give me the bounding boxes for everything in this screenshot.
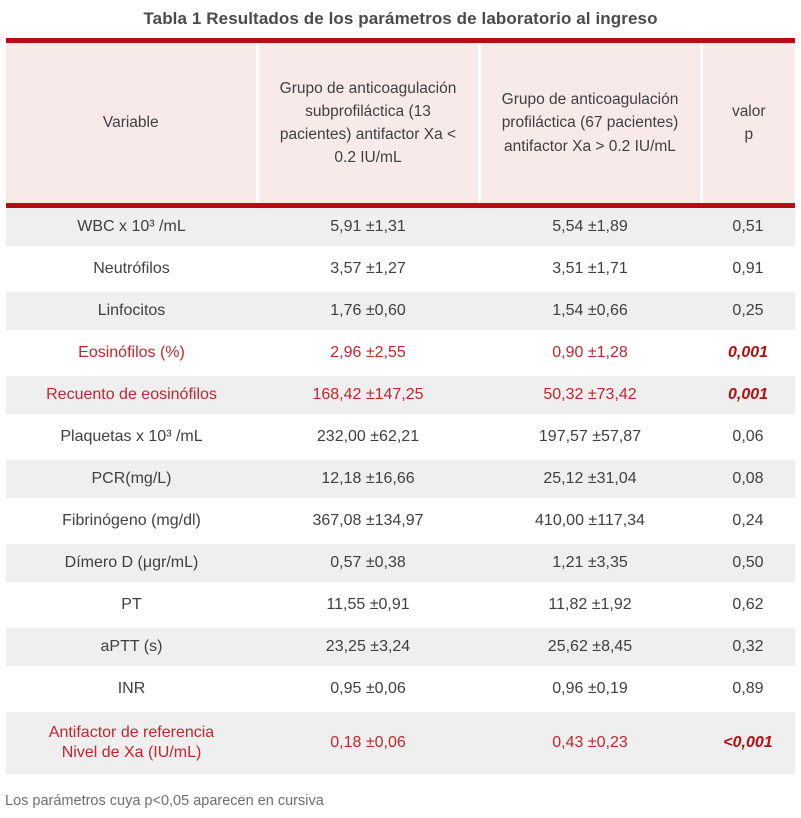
cell-p-value: 0,08 bbox=[701, 455, 795, 501]
cell-prophylactic-value: 0,90 ±1,28 bbox=[479, 329, 701, 375]
table-row: aPTT (s) 23,25 ±3,24 25,62 ±8,45 0,32 bbox=[6, 623, 795, 669]
cell-prophylactic-value: 3,51 ±1,71 bbox=[479, 245, 701, 291]
cell-p-value: 0,32 bbox=[701, 623, 795, 669]
cell-variable: Fibrinógeno (mg/dl) bbox=[6, 497, 257, 543]
table-row-significant: Antifactor de referencia Nivel de Xa (IU… bbox=[6, 707, 795, 777]
cell-subprophylactic-value: 367,08 ±134,97 bbox=[257, 497, 479, 543]
cell-variable: Plaquetas x 10³ /mL bbox=[6, 413, 257, 459]
table-row: Dímero D (μgr/mL) 0,57 ±0,38 1,21 ±3,35 … bbox=[6, 539, 795, 585]
cell-p-value: 0,50 bbox=[701, 539, 795, 585]
table-row: Linfocitos 1,76 ±0,60 1,54 ±0,66 0,25 bbox=[6, 287, 795, 333]
cell-subprophylactic-value: 232,00 ±62,21 bbox=[257, 413, 479, 459]
table-row: INR 0,95 ±0,06 0,96 ±0,19 0,89 bbox=[6, 665, 795, 711]
column-header-prophylactic-group: Grupo de anticoagulación profiláctica (6… bbox=[477, 38, 701, 208]
cell-p-value: 0,25 bbox=[701, 287, 795, 333]
cell-subprophylactic-value: 0,95 ±0,06 bbox=[257, 665, 479, 711]
cell-subprophylactic-value: 168,42 ±147,25 bbox=[257, 371, 479, 417]
cell-variable: Dímero D (μgr/mL) bbox=[6, 539, 257, 585]
lab-results-table: Variable Grupo de anticoagulación subpro… bbox=[6, 38, 795, 777]
cell-variable: PT bbox=[6, 581, 257, 627]
table-header: Variable Grupo de anticoagulación subpro… bbox=[6, 38, 795, 208]
cell-p-value: 0,89 bbox=[701, 665, 795, 711]
cell-variable: PCR(mg/L) bbox=[6, 455, 257, 501]
cell-subprophylactic-value: 5,91 ±1,31 bbox=[257, 203, 479, 249]
cell-variable: Antifactor de referencia Nivel de Xa (IU… bbox=[6, 707, 257, 777]
cell-prophylactic-value: 0,43 ±0,23 bbox=[479, 707, 701, 777]
table-row: Plaquetas x 10³ /mL 232,00 ±62,21 197,57… bbox=[6, 413, 795, 459]
table-row: PCR(mg/L) 12,18 ±16,66 25,12 ±31,04 0,08 bbox=[6, 455, 795, 501]
cell-subprophylactic-value: 23,25 ±3,24 bbox=[257, 623, 479, 669]
cell-variable: Eosinófilos (%) bbox=[6, 329, 257, 375]
cell-prophylactic-value: 1,54 ±0,66 bbox=[479, 287, 701, 333]
cell-prophylactic-value: 25,12 ±31,04 bbox=[479, 455, 701, 501]
cell-subprophylactic-value: 0,57 ±0,38 bbox=[257, 539, 479, 585]
cell-p-value: 0,001 bbox=[701, 371, 795, 417]
cell-p-value: 0,51 bbox=[701, 203, 795, 249]
cell-prophylactic-value: 25,62 ±8,45 bbox=[479, 623, 701, 669]
cell-variable: WBC x 10³ /mL bbox=[6, 203, 257, 249]
cell-prophylactic-value: 410,00 ±117,34 bbox=[479, 497, 701, 543]
table-row: Fibrinógeno (mg/dl) 367,08 ±134,97 410,0… bbox=[6, 497, 795, 543]
column-header-variable: Variable bbox=[6, 38, 257, 208]
cell-subprophylactic-value: 11,55 ±0,91 bbox=[257, 581, 479, 627]
cell-prophylactic-value: 5,54 ±1,89 bbox=[479, 203, 701, 249]
cell-variable: Linfocitos bbox=[6, 287, 257, 333]
cell-prophylactic-value: 1,21 ±3,35 bbox=[479, 539, 701, 585]
header-row: Variable Grupo de anticoagulación subpro… bbox=[6, 38, 795, 208]
table-row-significant: Recuento de eosinófilos 168,42 ±147,25 5… bbox=[6, 371, 795, 417]
cell-prophylactic-value: 197,57 ±57,87 bbox=[479, 413, 701, 459]
cell-subprophylactic-value: 3,57 ±1,27 bbox=[257, 245, 479, 291]
cell-p-value: <0,001 bbox=[701, 707, 795, 777]
cell-variable: INR bbox=[6, 665, 257, 711]
cell-subprophylactic-value: 0,18 ±0,06 bbox=[257, 707, 479, 777]
cell-subprophylactic-value: 1,76 ±0,60 bbox=[257, 287, 479, 333]
table-footnote: Los parámetros cuya p<0,05 aparecen en c… bbox=[5, 793, 324, 809]
cell-variable: Neutrófilos bbox=[6, 245, 257, 291]
cell-prophylactic-value: 11,82 ±1,92 bbox=[479, 581, 701, 627]
table-row-significant: Eosinófilos (%) 2,96 ±2,55 0,90 ±1,28 0,… bbox=[6, 329, 795, 375]
column-header-p-value: valor p bbox=[699, 38, 795, 208]
cell-p-value: 0,91 bbox=[701, 245, 795, 291]
cell-p-value: 0,001 bbox=[701, 329, 795, 375]
table-row: PT 11,55 ±0,91 11,82 ±1,92 0,62 bbox=[6, 581, 795, 627]
cell-p-value: 0,24 bbox=[701, 497, 795, 543]
cell-subprophylactic-value: 12,18 ±16,66 bbox=[257, 455, 479, 501]
table-body: WBC x 10³ /mL 5,91 ±1,31 5,54 ±1,89 0,51… bbox=[6, 203, 795, 777]
cell-prophylactic-value: 0,96 ±0,19 bbox=[479, 665, 701, 711]
table-row: WBC x 10³ /mL 5,91 ±1,31 5,54 ±1,89 0,51 bbox=[6, 203, 795, 249]
cell-p-value: 0,06 bbox=[701, 413, 795, 459]
cell-prophylactic-value: 50,32 ±73,42 bbox=[479, 371, 701, 417]
cell-p-value: 0,62 bbox=[701, 581, 795, 627]
table-title: Tabla 1 Resultados de los parámetros de … bbox=[143, 9, 658, 28]
cell-variable: Recuento de eosinófilos bbox=[6, 371, 257, 417]
cell-subprophylactic-value: 2,96 ±2,55 bbox=[257, 329, 479, 375]
column-header-subprophylactic-group: Grupo de anticoagulación subprofiláctica… bbox=[255, 38, 479, 208]
table-row: Neutrófilos 3,57 ±1,27 3,51 ±1,71 0,91 bbox=[6, 245, 795, 291]
cell-variable: aPTT (s) bbox=[6, 623, 257, 669]
